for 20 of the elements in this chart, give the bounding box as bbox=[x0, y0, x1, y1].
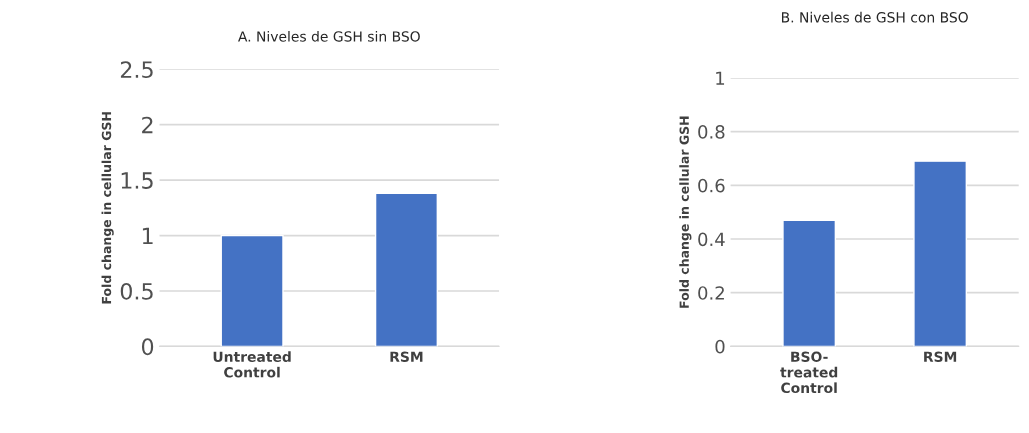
chart-title: B. Niveles de GSH con BSO bbox=[782, 11, 968, 23]
y-tick-label: 0.2 bbox=[698, 286, 724, 300]
y-tick-label: 0 bbox=[715, 339, 725, 354]
x-tick-label: RSM bbox=[390, 351, 423, 363]
chart-title: A. Niveles de GSH sin BSO bbox=[238, 30, 420, 42]
y-tick-label: 1 bbox=[142, 227, 153, 244]
x-tick-label: BSO- treated Control bbox=[780, 351, 838, 394]
y-tick-label: 0.8 bbox=[698, 125, 725, 139]
y-tick-label: 1.5 bbox=[121, 172, 153, 189]
y-axis-title: Fold change in cellular GSH bbox=[101, 112, 114, 304]
y-tick-label: 2 bbox=[142, 116, 153, 134]
y-axis-title: Fold change in cellular GSH bbox=[679, 116, 692, 308]
x-tick-label: Untreated Control bbox=[213, 351, 291, 378]
y-tick-label: 0.4 bbox=[698, 232, 725, 247]
y-tick-label: 0.5 bbox=[120, 282, 153, 300]
y-tick-label: 0 bbox=[141, 338, 154, 356]
y-tick-label: 1 bbox=[716, 71, 725, 85]
y-tick-label: 0.6 bbox=[698, 178, 725, 193]
y-tick-label: 2.5 bbox=[120, 61, 153, 79]
x-tick-label: RSM bbox=[924, 351, 957, 363]
